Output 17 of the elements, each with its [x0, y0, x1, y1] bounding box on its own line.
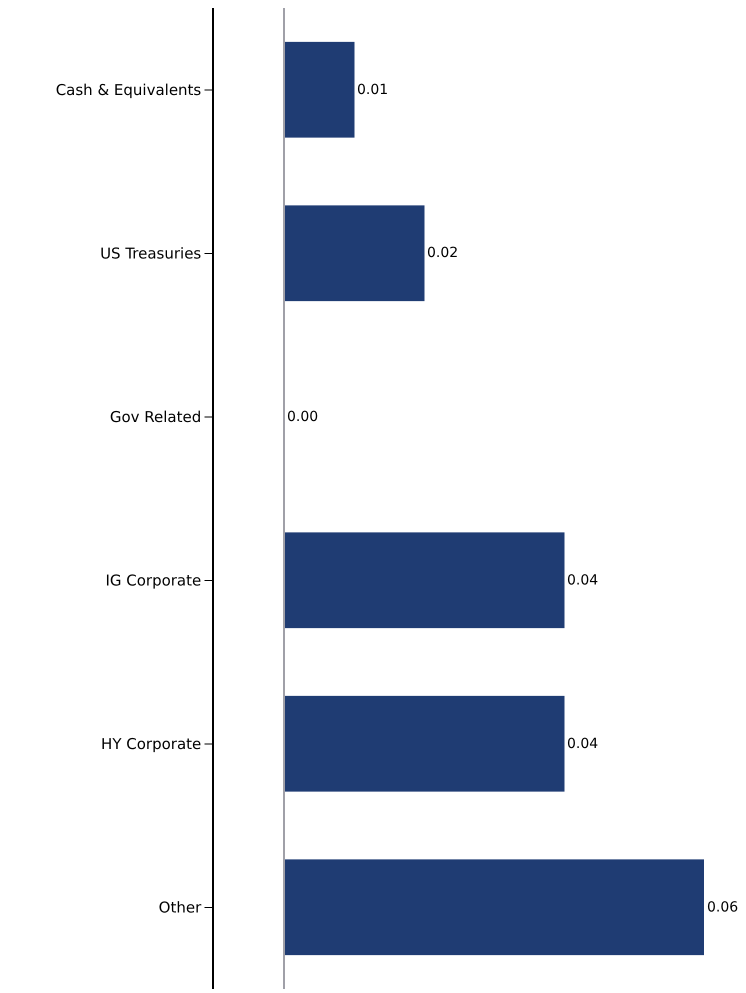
data-label: 0.00 — [287, 408, 318, 425]
data-label: 0.06 — [707, 899, 738, 916]
bar — [284, 532, 564, 628]
bar — [284, 696, 564, 792]
bar — [284, 205, 424, 302]
y-tick-label: Cash & Equivalents — [56, 81, 202, 99]
y-tick-label: Other — [158, 898, 202, 916]
y-tick-label: HY Corporate — [101, 735, 202, 753]
data-label: 0.04 — [567, 736, 598, 752]
y-tick-label: US Treasuries — [100, 244, 202, 262]
data-label: 0.02 — [427, 245, 458, 262]
bar — [284, 859, 704, 956]
data-label: 0.04 — [567, 572, 598, 588]
y-tick-label: IG Corporate — [105, 572, 202, 590]
y-tick-label: Gov Related — [110, 408, 202, 426]
bar — [284, 42, 354, 138]
data-label: 0.01 — [357, 82, 388, 98]
